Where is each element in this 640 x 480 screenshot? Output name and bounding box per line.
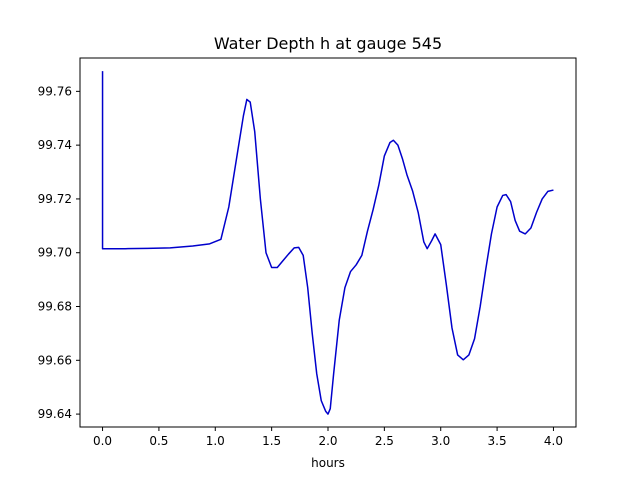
x-tick-label: 1.5 — [262, 434, 281, 448]
y-tick-label: 99.66 — [38, 353, 72, 367]
x-axis-label: hours — [311, 456, 345, 470]
x-tick-label: 4.0 — [544, 434, 563, 448]
y-tick-label: 99.68 — [38, 300, 72, 314]
x-tick-label: 0.5 — [149, 434, 168, 448]
y-tick-label: 99.76 — [38, 84, 72, 98]
y-tick-label: 99.70 — [38, 246, 72, 260]
chart-title: Water Depth h at gauge 545 — [214, 34, 442, 53]
y-tick-label: 99.64 — [38, 407, 72, 421]
plot-area — [101, 71, 554, 415]
x-tick-label: 1.0 — [206, 434, 225, 448]
y-tick-label: 99.74 — [38, 138, 72, 152]
x-tick-label: 3.5 — [488, 434, 507, 448]
x-tick-label: 0.0 — [93, 434, 112, 448]
y-tick-label: 99.72 — [38, 192, 72, 206]
x-tick-label: 2.0 — [318, 434, 337, 448]
series-line-0 — [101, 71, 554, 415]
x-tick-label: 2.5 — [375, 434, 394, 448]
x-axis: 0.0 0.5 1.0 1.5 2.0 2.5 3.0 3.5 4.0 — [93, 427, 563, 448]
y-axis: 99.64 99.66 99.68 99.70 99.72 99.74 99.76 — [38, 84, 80, 421]
x-tick-label: 3.0 — [431, 434, 450, 448]
